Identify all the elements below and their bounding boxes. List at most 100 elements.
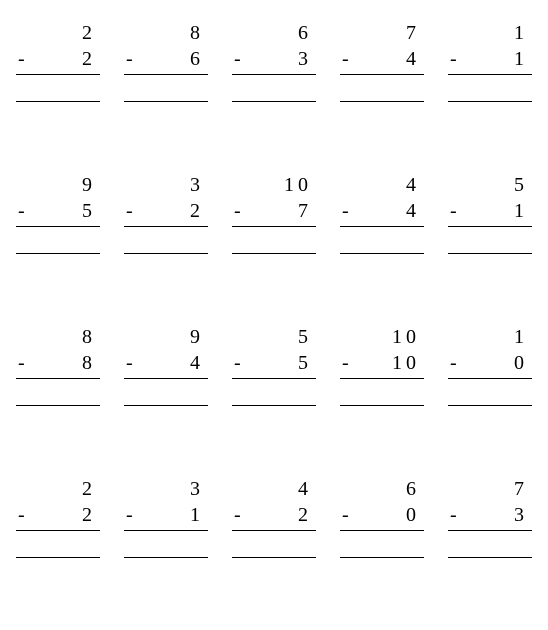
answer-space [124, 227, 208, 253]
minuend: 10 [392, 324, 424, 350]
answer-line [16, 101, 100, 102]
minuend-row: 1 [448, 20, 532, 46]
subtrahend-row: -0 [340, 502, 424, 528]
minuend-row: 2 [16, 20, 100, 46]
subtrahend: 7 [298, 198, 316, 224]
problem: 7-3 [448, 476, 532, 558]
subtrahend-row: -4 [340, 198, 424, 224]
problem: 9-5 [16, 172, 100, 254]
problem: 8 - 6 [124, 20, 208, 102]
operator: - [448, 198, 457, 224]
subtrahend-row: -1 [448, 46, 532, 72]
problem: 1-0 [448, 324, 532, 406]
minuend-row: 7 [340, 20, 424, 46]
subtrahend-row: -5 [16, 198, 100, 224]
subtrahend-row: -3 [232, 46, 316, 72]
answer-space [124, 379, 208, 405]
problem: 3-1 [124, 476, 208, 558]
minuend: 6 [406, 476, 424, 502]
answer-line [448, 405, 532, 406]
minuend: 5 [298, 324, 316, 350]
minuend: 4 [298, 476, 316, 502]
answer-space [124, 531, 208, 557]
minuend: 8 [190, 20, 208, 46]
operator: - [16, 502, 25, 528]
subtrahend-row: -1 [124, 502, 208, 528]
operator: - [124, 198, 133, 224]
answer-line [232, 405, 316, 406]
problem: 4-2 [232, 476, 316, 558]
problem: 10-10 [340, 324, 424, 406]
minuend-row: 8 [16, 324, 100, 350]
answer-line [340, 557, 424, 558]
minuend-row: 6 [340, 476, 424, 502]
minuend-row: 5 [448, 172, 532, 198]
subtrahend: 5 [298, 350, 316, 376]
worksheet-grid: 2-28-66-37-41-19-53-210-74-45-18-89-45-5… [16, 20, 532, 558]
minuend: 10 [284, 172, 316, 198]
answer-space [124, 75, 208, 101]
answer-space [232, 75, 316, 101]
answer-line [448, 253, 532, 254]
minuend: 3 [190, 172, 208, 198]
problem: 5-1 [448, 172, 532, 254]
subtrahend-row: -1 [448, 198, 532, 224]
answer-line [124, 253, 208, 254]
problem: 6-0 [340, 476, 424, 558]
minuend: 6 [298, 20, 316, 46]
subtrahend-row: -4 [340, 46, 424, 72]
minuend-row: 8 [124, 20, 208, 46]
subtrahend: 0 [406, 502, 424, 528]
subtrahend: 1 [514, 46, 532, 72]
minuend-row: 10 [232, 172, 316, 198]
minuend-row: 6 [232, 20, 316, 46]
answer-line [448, 557, 532, 558]
operator: - [232, 350, 241, 376]
minuend-row: 9 [16, 172, 100, 198]
subtrahend: 6 [190, 46, 208, 72]
operator: - [232, 198, 241, 224]
answer-line [340, 405, 424, 406]
operator: - [232, 46, 241, 72]
answer-space [232, 227, 316, 253]
subtrahend: 1 [514, 198, 532, 224]
subtrahend-row: -10 [340, 350, 424, 376]
minuend: 2 [82, 20, 100, 46]
problem: 6-3 [232, 20, 316, 102]
subtrahend: 3 [298, 46, 316, 72]
answer-space [232, 379, 316, 405]
minuend-row: 3 [124, 172, 208, 198]
answer-space [16, 379, 100, 405]
answer-line [448, 101, 532, 102]
minuend-row: 2 [16, 476, 100, 502]
operator: - [16, 46, 25, 72]
subtrahend-row: -2 [16, 502, 100, 528]
operator: - [124, 350, 133, 376]
problem: 3-2 [124, 172, 208, 254]
subtrahend: 4 [406, 46, 424, 72]
operator: - [124, 46, 133, 72]
operator: - [16, 198, 25, 224]
operator: - [448, 350, 457, 376]
minuend: 9 [190, 324, 208, 350]
answer-space [448, 379, 532, 405]
minuend: 5 [514, 172, 532, 198]
minuend: 1 [514, 324, 532, 350]
minuend: 3 [190, 476, 208, 502]
minuend-row: 7 [448, 476, 532, 502]
minuend-row: 1 [448, 324, 532, 350]
problem: 2-2 [16, 476, 100, 558]
answer-line [232, 101, 316, 102]
problem: 1-1 [448, 20, 532, 102]
answer-space [448, 75, 532, 101]
subtrahend-row: -8 [16, 350, 100, 376]
problem: 10-7 [232, 172, 316, 254]
minuend: 2 [82, 476, 100, 502]
minuend: 9 [82, 172, 100, 198]
problem: 4-4 [340, 172, 424, 254]
operator: - [448, 502, 457, 528]
operator: - [232, 502, 241, 528]
operator: - [448, 46, 457, 72]
answer-space [340, 531, 424, 557]
subtrahend-row: -7 [232, 198, 316, 224]
